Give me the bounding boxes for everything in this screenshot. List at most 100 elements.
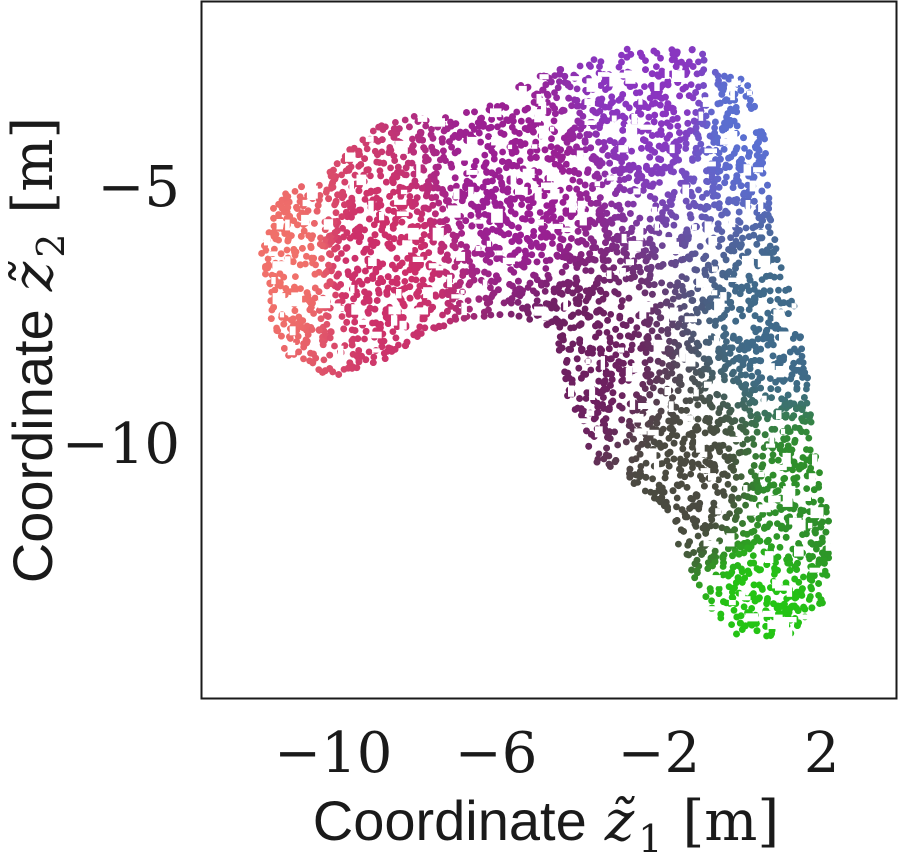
scatter-point bbox=[445, 226, 452, 234]
scatter-point bbox=[633, 324, 641, 331]
scatter-point bbox=[432, 291, 439, 299]
scatter-point bbox=[665, 462, 673, 470]
scatter-point bbox=[323, 186, 331, 194]
scatter-point bbox=[575, 364, 583, 372]
scatter-point bbox=[362, 356, 370, 364]
scatter-point bbox=[453, 182, 460, 190]
scatter-point bbox=[658, 242, 666, 250]
scatter-point bbox=[628, 147, 635, 155]
scatter-point bbox=[569, 176, 577, 184]
scatter-point bbox=[641, 487, 649, 495]
scatter-point bbox=[351, 318, 359, 326]
scatter-point bbox=[496, 254, 504, 262]
scatter-point bbox=[803, 485, 811, 492]
scatter-point bbox=[725, 545, 732, 553]
scatter-point bbox=[410, 113, 418, 120]
scatter-point bbox=[377, 172, 385, 180]
scatter-point bbox=[481, 211, 489, 218]
scatter-point bbox=[574, 227, 582, 235]
scatter-point bbox=[635, 283, 643, 291]
scatter-point bbox=[764, 476, 772, 483]
scatter-point bbox=[597, 58, 605, 65]
scatter-point bbox=[551, 89, 558, 96]
scatter-point bbox=[676, 92, 683, 100]
scatter-point bbox=[618, 377, 626, 385]
scatter-point bbox=[653, 320, 661, 328]
scatter-point bbox=[642, 459, 650, 467]
scatter-point bbox=[699, 476, 706, 483]
scatter-point bbox=[815, 580, 822, 587]
scatter-point bbox=[578, 120, 586, 127]
scatter-point bbox=[354, 335, 362, 342]
scatter-point bbox=[675, 482, 682, 490]
scatter-point bbox=[601, 265, 609, 273]
scatter-point bbox=[264, 255, 272, 263]
scatter-point bbox=[318, 255, 325, 262]
scatter-point bbox=[332, 291, 339, 299]
scatter-point bbox=[612, 351, 620, 359]
scatter-point bbox=[712, 192, 720, 199]
scatter-point bbox=[648, 327, 656, 335]
scatter-point bbox=[521, 106, 529, 114]
scatter-point bbox=[657, 387, 665, 395]
scatter-point bbox=[490, 150, 498, 158]
scatter-point bbox=[656, 101, 664, 109]
scatter-point bbox=[597, 82, 605, 89]
scatter-point bbox=[682, 197, 690, 205]
scatter-point bbox=[612, 325, 619, 333]
scatter-point bbox=[585, 442, 593, 450]
scatter-point bbox=[541, 287, 549, 295]
scatter-point bbox=[393, 254, 401, 262]
scatter-point bbox=[712, 522, 719, 530]
scatter-point bbox=[808, 585, 815, 593]
scatter-point bbox=[741, 145, 748, 152]
scatter-point bbox=[800, 573, 807, 581]
scatter-point bbox=[805, 596, 813, 603]
scatter-point bbox=[390, 152, 398, 160]
scatter-point bbox=[390, 172, 398, 179]
scatter-point bbox=[524, 210, 532, 218]
scatter-point bbox=[435, 163, 442, 171]
scatter-point bbox=[664, 326, 672, 334]
scatter-point bbox=[515, 224, 522, 232]
scatter-point bbox=[749, 552, 757, 559]
scatter-point bbox=[630, 435, 637, 443]
scatter-point bbox=[270, 214, 277, 222]
scatter-point bbox=[609, 389, 617, 397]
scatter-point bbox=[762, 623, 770, 630]
scatter-point bbox=[670, 455, 678, 463]
scatter-point bbox=[692, 124, 700, 132]
scatter-point bbox=[636, 450, 644, 458]
scatter-point bbox=[785, 285, 792, 293]
scatter-point bbox=[696, 243, 704, 250]
scatter-point bbox=[533, 258, 541, 266]
scatter-point bbox=[363, 145, 371, 153]
scatter-point bbox=[499, 148, 506, 156]
scatter-point bbox=[544, 107, 552, 115]
scatter-point bbox=[389, 328, 397, 335]
scatter-point bbox=[824, 550, 832, 558]
scatter-point bbox=[817, 496, 825, 504]
scatter-point bbox=[608, 376, 616, 383]
scatter-point bbox=[499, 120, 507, 128]
scatter-point bbox=[619, 126, 627, 134]
scatter-point bbox=[686, 397, 694, 404]
scatter-point bbox=[662, 299, 670, 307]
scatter-point bbox=[277, 250, 285, 258]
scatter-point bbox=[556, 289, 564, 297]
scatter-point bbox=[582, 240, 590, 248]
scatter-point bbox=[739, 440, 747, 448]
scatter-point bbox=[715, 585, 723, 593]
scatter-point bbox=[673, 361, 681, 369]
scatter-point bbox=[678, 273, 686, 280]
scatter-point bbox=[753, 627, 761, 635]
scatter-point bbox=[324, 313, 332, 320]
scatter-point bbox=[735, 494, 742, 502]
scatter-point bbox=[526, 279, 534, 287]
scatter-point bbox=[730, 368, 737, 376]
scatter-point bbox=[297, 285, 304, 292]
scatter-point bbox=[650, 47, 658, 55]
scatter-point bbox=[673, 494, 681, 502]
scatter-point bbox=[602, 290, 610, 298]
scatter-point bbox=[607, 382, 614, 389]
